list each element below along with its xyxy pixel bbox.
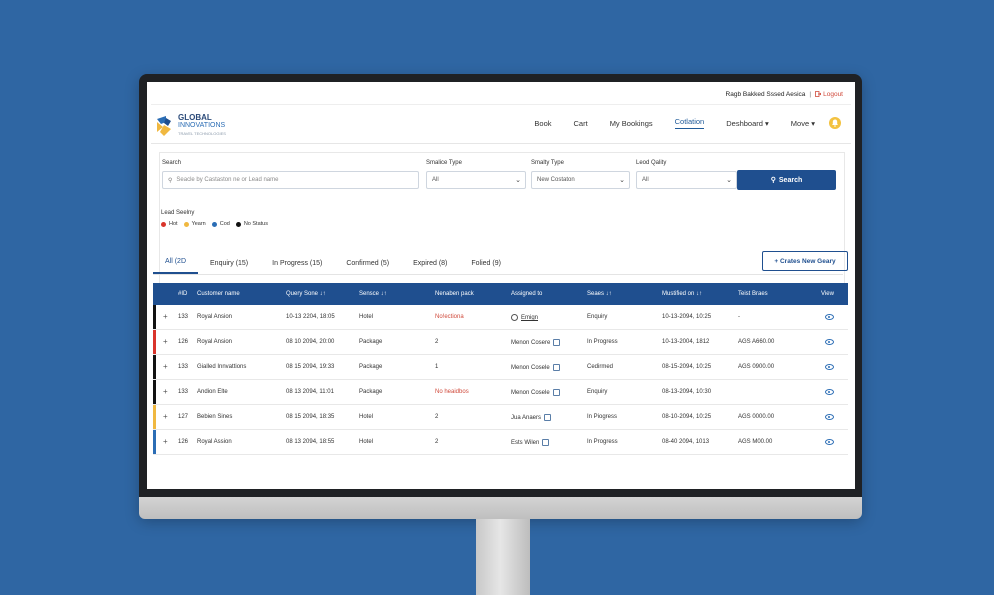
no-status-dot-icon xyxy=(235,221,241,227)
logout-link[interactable]: Logout xyxy=(815,91,843,98)
tab-all[interactable]: All (2D xyxy=(153,258,199,274)
main-navbar: GLOBAL INNOVATIONS TRAVEL TECHNOLOGIES B… xyxy=(151,104,851,144)
logo-text-line1: GLOBAL xyxy=(178,113,212,122)
search-button[interactable]: ⚲ Search xyxy=(737,170,836,190)
nav-dashboard[interactable]: Deshboard ▾ xyxy=(726,118,769,128)
top-bar: Ragb Bakked Sssed Aesica | Logout xyxy=(725,90,843,98)
status-tabs: All (2D Enquiry (15) In Progress (15) Co… xyxy=(153,250,843,275)
tab-confirmed[interactable]: Confirmed (5) xyxy=(346,260,390,267)
logo-text-line2: INNOVATIONS xyxy=(178,122,226,129)
search-input[interactable]: ⚲ Seacle by Castaston ne or Lead name xyxy=(162,171,419,189)
enquiry-type-select[interactable]: New Costaton ⌄ xyxy=(531,171,630,189)
chevron-down-icon: ▾ xyxy=(765,118,769,128)
edit-icon[interactable] xyxy=(552,364,560,371)
col-customer[interactable]: Customer name xyxy=(197,291,240,297)
user-name: Ragb Bakked Sssed Aesica xyxy=(725,90,806,98)
expand-icon[interactable]: + xyxy=(163,362,168,371)
expand-icon[interactable]: + xyxy=(163,412,168,421)
expand-icon[interactable]: + xyxy=(163,437,168,446)
logo-mark-icon xyxy=(154,115,174,137)
col-status[interactable]: Seaes ↓↑ xyxy=(587,291,612,297)
edit-icon[interactable] xyxy=(552,389,560,396)
table-row[interactable]: + 127 Bebien Sines 08 15 2094, 18:35 Hot… xyxy=(153,405,848,430)
col-query-date[interactable]: Query Sone ↓↑ xyxy=(286,291,326,297)
logout-icon xyxy=(815,91,822,97)
chevron-down-icon: ⌄ xyxy=(726,177,732,184)
table-row[interactable]: + 133 Andion Elte 08 13 2094, 11:01 Pack… xyxy=(153,380,848,405)
cold-dot-icon xyxy=(211,221,217,227)
enquiry-type-label: Smalty Type xyxy=(531,160,564,166)
lead-indicator xyxy=(153,330,156,354)
nav-cart[interactable]: Cart xyxy=(573,118,588,128)
monitor-chin xyxy=(139,497,862,519)
lead-indicator xyxy=(153,430,156,454)
table-row[interactable]: + 126 Royal Assion 08 13 2094, 18:55 Hot… xyxy=(153,430,848,455)
search-icon: ⚲ xyxy=(168,177,173,184)
eye-icon[interactable] xyxy=(825,414,834,420)
lead-quality-label: Leod Qality xyxy=(636,160,667,166)
hot-dot-icon xyxy=(161,221,166,227)
warm-dot-icon xyxy=(183,221,189,227)
create-new-query-button[interactable]: + Crates New Geary xyxy=(762,251,848,271)
lead-indicator xyxy=(153,305,156,329)
nav-book[interactable]: Book xyxy=(534,118,552,128)
lead-quality-select[interactable]: All ⌄ xyxy=(636,171,737,189)
lead-indicator xyxy=(153,355,156,379)
tab-expired[interactable]: Expired (8) xyxy=(413,260,448,267)
chevron-down-icon: ⌄ xyxy=(515,177,521,184)
nav-more[interactable]: Move ▾ xyxy=(790,118,815,128)
queries-table: #ID Customer name Query Sone ↓↑ Sensce ↓… xyxy=(153,283,848,455)
col-total[interactable]: Teist Braes xyxy=(738,291,768,297)
col-assigned[interactable]: Assigned to xyxy=(511,291,543,297)
eye-icon[interactable] xyxy=(825,314,834,320)
legend-title: Lead Seelny xyxy=(161,210,195,216)
nav-menu: Book Cart My Bookings Cotlation Deshboar… xyxy=(512,117,841,129)
col-modified[interactable]: Mustified on ↓↑ xyxy=(662,291,703,297)
edit-icon[interactable] xyxy=(542,439,550,446)
eye-icon[interactable] xyxy=(825,339,834,345)
search-icon: ⚲ xyxy=(770,177,776,184)
tab-failed[interactable]: Folied (9) xyxy=(471,260,501,267)
lead-legend: Hot Yearn Cod No Status xyxy=(161,221,268,227)
assign-icon[interactable] xyxy=(511,314,518,321)
col-service[interactable]: Sensce ↓↑ xyxy=(359,291,387,297)
eye-icon[interactable] xyxy=(825,389,834,395)
col-id[interactable]: #ID xyxy=(178,291,188,297)
nav-quotation[interactable]: Cotlation xyxy=(674,117,705,129)
table-row[interactable]: + 133 Royal Ansion 10-13 2204, 18:05 Hot… xyxy=(153,305,848,330)
nav-my-bookings[interactable]: My Bookings xyxy=(609,118,653,128)
screen: Ragb Bakked Sssed Aesica | Logout xyxy=(147,82,855,489)
col-members[interactable]: Nenaben pack xyxy=(435,291,474,297)
logo-text-line3: TRAVEL TECHNOLOGIES xyxy=(178,131,226,136)
expand-icon[interactable]: + xyxy=(163,387,168,396)
expand-icon[interactable]: + xyxy=(163,337,168,346)
company-logo[interactable]: GLOBAL INNOVATIONS TRAVEL TECHNOLOGIES xyxy=(154,114,226,138)
search-label: Search xyxy=(162,160,182,166)
service-type-label: Smalice Type xyxy=(426,160,462,166)
service-type-select[interactable]: All ⌄ xyxy=(426,171,526,189)
monitor-stand xyxy=(476,519,530,595)
chevron-down-icon: ▾ xyxy=(811,118,815,128)
table-header: #ID Customer name Query Sone ↓↑ Sensce ↓… xyxy=(153,283,848,305)
expand-icon[interactable]: + xyxy=(163,312,168,321)
eye-icon[interactable] xyxy=(825,439,834,445)
edit-icon[interactable] xyxy=(553,339,561,346)
tab-enquiry[interactable]: Enquiry (15) xyxy=(210,260,249,267)
table-row[interactable]: + 133 Gialled Innvattions 08 15 2094, 19… xyxy=(153,355,848,380)
lead-indicator xyxy=(153,380,156,404)
chevron-down-icon: ⌄ xyxy=(619,177,625,184)
tab-in-progress[interactable]: In Progress (15) xyxy=(272,260,323,267)
col-view: View xyxy=(821,291,834,297)
notification-bell-icon[interactable] xyxy=(829,117,841,129)
lead-indicator xyxy=(153,405,156,429)
edit-icon[interactable] xyxy=(544,414,552,421)
app-window: Ragb Bakked Sssed Aesica | Logout xyxy=(151,86,851,485)
eye-icon[interactable] xyxy=(825,364,834,370)
table-row[interactable]: + 126 Royal Ansion 08 10 2094, 20:00 Pac… xyxy=(153,330,848,355)
